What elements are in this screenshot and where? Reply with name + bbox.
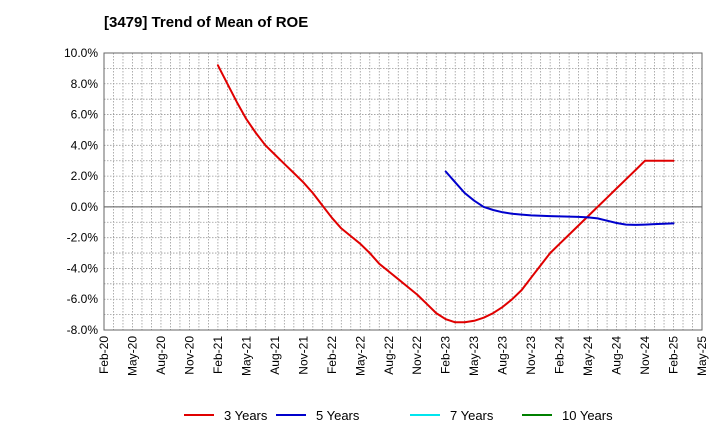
x-tick-label: Nov-24 [638, 336, 652, 375]
y-tick-label: -6.0% [67, 292, 99, 306]
x-tick-label: May-20 [125, 336, 139, 376]
legend-label-7-years: 7 Years [450, 408, 494, 423]
x-tick-label: Aug-21 [268, 336, 282, 375]
series-line-3-years [216, 64, 675, 324]
y-tick-label: 10.0% [64, 46, 98, 60]
legend-label-10-years: 10 Years [562, 408, 613, 423]
x-tick-label: May-23 [467, 336, 481, 376]
x-tick-label: May-24 [581, 336, 595, 376]
x-tick-label: Aug-22 [382, 336, 396, 375]
x-tick-label: Aug-24 [610, 336, 624, 375]
x-tick-label: Feb-25 [667, 336, 681, 374]
x-tick-label: Nov-21 [296, 336, 310, 375]
y-tick-label: -4.0% [67, 261, 99, 275]
y-tick-label: 6.0% [71, 108, 99, 122]
plot-area-frame [103, 52, 703, 331]
y-tick-label: 8.0% [71, 77, 99, 91]
legend-label-3-years: 3 Years [224, 408, 268, 423]
y-tick-label: -2.0% [67, 231, 99, 245]
x-tick-label: Feb-24 [553, 336, 567, 374]
x-tick-label: Feb-23 [439, 336, 453, 374]
chart-title: [3479] Trend of Mean of ROE [104, 14, 309, 31]
y-tick-label: 0.0% [71, 200, 99, 214]
x-tick-label: Nov-23 [524, 336, 538, 375]
legend-label-5-years: 5 Years [316, 408, 360, 423]
y-tick-label: 2.0% [71, 169, 99, 183]
y-tick-label: -8.0% [67, 323, 99, 337]
x-tick-label: May-22 [353, 336, 367, 376]
x-tick-label: Feb-20 [97, 336, 111, 374]
x-tick-label: Feb-21 [211, 336, 225, 374]
x-tick-label: Feb-22 [325, 336, 339, 374]
x-tick-label: May-25 [695, 336, 709, 376]
x-tick-label: Aug-23 [496, 336, 510, 375]
x-tick-label: May-21 [239, 336, 253, 376]
y-tick-label: 4.0% [71, 138, 99, 152]
x-tick-label: Nov-22 [410, 336, 424, 375]
x-tick-label: Aug-20 [154, 336, 168, 375]
series-line-5-years [444, 170, 675, 226]
x-tick-label: Nov-20 [182, 336, 196, 375]
